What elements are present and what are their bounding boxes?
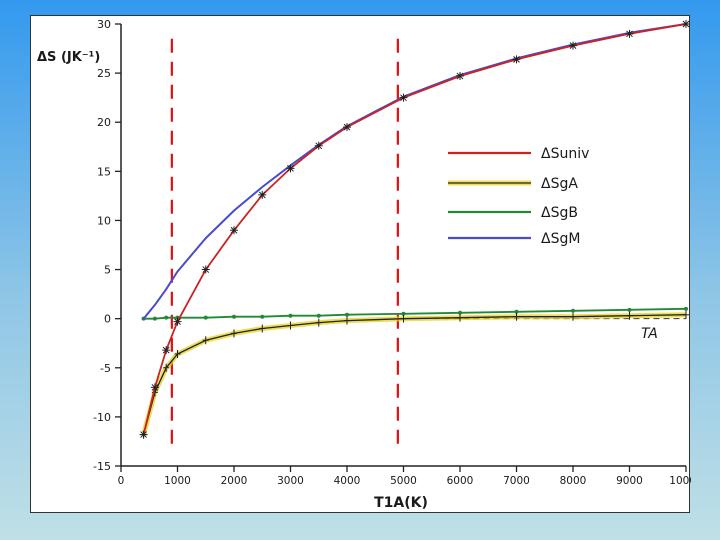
- data-point: [399, 93, 408, 102]
- data-point: [456, 72, 464, 81]
- data-point: [288, 313, 293, 318]
- y-tick-label: 20: [97, 116, 111, 129]
- data-point: [231, 329, 237, 338]
- data-point: [314, 141, 323, 150]
- data-point: [345, 312, 349, 317]
- data-point: [626, 311, 633, 320]
- legend-label: ΔSgM: [541, 231, 580, 247]
- y-tick-label: -15: [93, 460, 111, 473]
- data-point: [230, 226, 238, 235]
- data-point: [202, 336, 209, 345]
- data-point: [514, 309, 519, 314]
- y-tick-label: -10: [93, 411, 111, 424]
- data-point: [684, 306, 688, 311]
- series--suniv-line: [142, 23, 687, 435]
- data-point: [162, 346, 171, 355]
- x-tick-label: 9000: [616, 475, 643, 487]
- x-tick-label: 1000: [164, 475, 191, 487]
- x-tick-label: 10000: [669, 475, 691, 487]
- data-point: [512, 55, 521, 64]
- data-point: [163, 363, 170, 372]
- y-tick-label: 30: [97, 18, 111, 31]
- legend: ΔSuniv ΔSgA ΔSgB ΔSgM: [448, 146, 589, 247]
- x-tick-label: 2000: [221, 475, 248, 487]
- series--sga-highlight: [141, 312, 687, 436]
- data-point: [682, 20, 690, 28]
- data-point: [458, 310, 462, 315]
- data-point: [457, 313, 463, 322]
- data-point: [570, 312, 576, 321]
- data-point: [627, 307, 632, 312]
- data-point: [164, 315, 169, 320]
- y-tick-label: 15: [97, 165, 111, 178]
- data-point: [173, 317, 182, 326]
- series-lines: [139, 20, 690, 439]
- y-tick-label: 5: [104, 264, 111, 277]
- x-tick-label: 7000: [503, 475, 530, 487]
- x-tick-label: 8000: [560, 475, 587, 487]
- axes: -15 -10 -5 0 5 10 15 20 25 30 0 1000 2000 3000 4000 500…: [93, 18, 691, 487]
- x-tick-label: 6000: [447, 475, 474, 487]
- data-point: [344, 316, 350, 325]
- data-point: [400, 314, 407, 323]
- x-tick-label: 5000: [390, 475, 417, 487]
- ta-annotation: TA: [641, 326, 658, 342]
- data-point: [174, 350, 181, 359]
- data-point: [625, 29, 634, 38]
- y-tick-label: 0: [104, 313, 111, 326]
- y-tick-label: 25: [97, 67, 111, 80]
- data-point: [569, 41, 577, 50]
- data-point: [343, 123, 351, 132]
- legend-label: ΔSuniv: [541, 146, 589, 162]
- entropy-chart: -15 -10 -5 0 5 10 15 20 25 30 0 1000 2000 3000 4000 500…: [37, 18, 691, 511]
- data-point: [150, 383, 159, 392]
- x-tick-label: 4000: [334, 475, 361, 487]
- data-point: [316, 313, 321, 318]
- data-point: [260, 314, 265, 319]
- x-tick-label: 3000: [277, 475, 304, 487]
- data-point: [571, 308, 575, 313]
- data-point: [152, 316, 157, 321]
- legend-label: ΔSgA: [541, 176, 578, 192]
- data-point: [401, 311, 406, 316]
- data-point: [258, 190, 267, 199]
- data-point: [201, 265, 210, 274]
- series--sga-line: [142, 314, 687, 435]
- data-point: [139, 430, 148, 439]
- data-point: [315, 318, 322, 327]
- series--sgb-line: [143, 307, 687, 320]
- y-tick-label: -5: [100, 362, 111, 375]
- data-point: [203, 315, 208, 320]
- y-axis-label: ΔS (JK⁻¹): [37, 50, 100, 65]
- data-point: [287, 321, 294, 330]
- data-point: [232, 314, 236, 319]
- data-point: [513, 312, 520, 321]
- series--sgm-line: [142, 23, 687, 320]
- data-point: [286, 164, 295, 173]
- x-axis-label: T1A(K): [374, 495, 428, 511]
- data-point: [259, 324, 266, 333]
- x-tick-label: 0: [118, 475, 125, 487]
- chart-paper: -15 -10 -5 0 5 10 15 20 25 30 0 1000 2000 3000 4000 500…: [30, 15, 691, 513]
- y-tick-label: 10: [97, 214, 111, 227]
- data-point: [683, 310, 689, 319]
- legend-label: ΔSgB: [541, 205, 578, 221]
- reference-lines: [170, 38, 399, 452]
